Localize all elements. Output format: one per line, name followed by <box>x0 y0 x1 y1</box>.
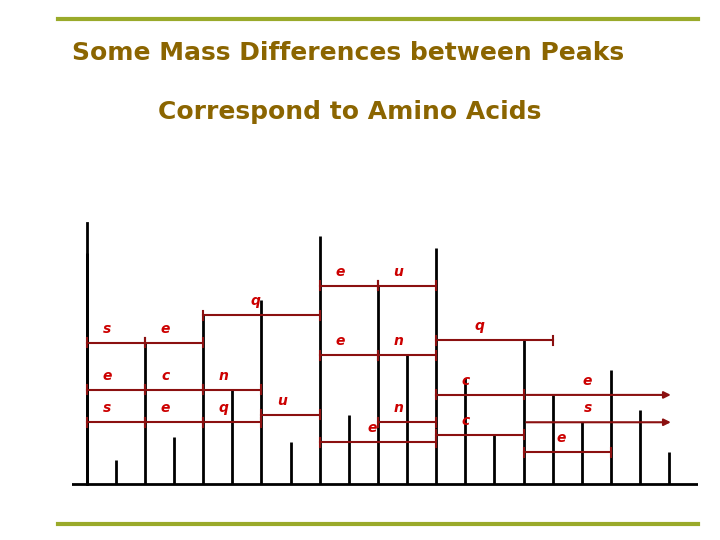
Text: e: e <box>161 322 170 336</box>
Text: Some Mass Differences between Peaks: Some Mass Differences between Peaks <box>72 41 624 65</box>
Text: e: e <box>557 431 566 445</box>
Text: n: n <box>219 369 228 383</box>
Text: c: c <box>161 369 169 383</box>
Text: e: e <box>336 334 345 348</box>
Text: e: e <box>336 265 345 279</box>
Text: c: c <box>462 374 469 388</box>
Text: e: e <box>583 374 593 388</box>
Text: u: u <box>393 265 403 279</box>
Text: q: q <box>251 294 261 308</box>
Text: e: e <box>102 369 112 383</box>
Text: c: c <box>462 414 469 428</box>
Text: s: s <box>103 401 111 415</box>
Text: n: n <box>393 334 403 348</box>
Text: u: u <box>276 394 287 408</box>
Text: s: s <box>103 322 111 336</box>
Text: Correspond to Amino Acids: Correspond to Amino Acids <box>158 100 541 124</box>
Text: e: e <box>367 421 377 435</box>
Text: q: q <box>219 401 228 415</box>
Text: e: e <box>161 401 170 415</box>
Text: s: s <box>584 401 592 415</box>
Text: n: n <box>393 401 403 415</box>
Text: q: q <box>475 319 485 333</box>
